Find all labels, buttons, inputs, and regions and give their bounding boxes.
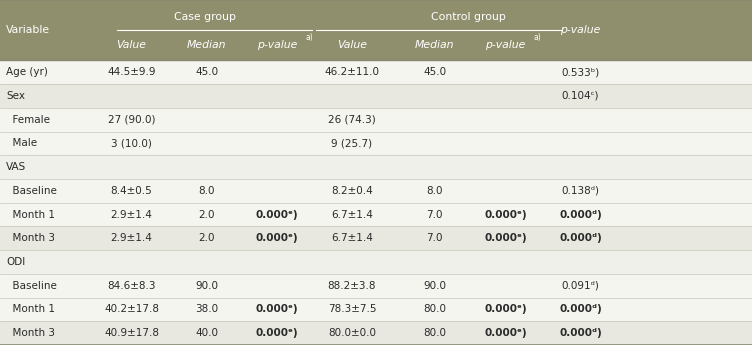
Text: 2.9±1.4: 2.9±1.4: [111, 233, 153, 243]
Text: 0.000ᵈ): 0.000ᵈ): [559, 209, 602, 219]
Text: 2.0: 2.0: [199, 233, 215, 243]
Text: Month 1: Month 1: [6, 304, 55, 314]
Text: 80.0: 80.0: [423, 328, 446, 338]
Text: 0.000ᵈ): 0.000ᵈ): [559, 304, 602, 314]
Text: Month 3: Month 3: [6, 328, 55, 338]
Text: 0.000ᵉ): 0.000ᵉ): [256, 304, 298, 314]
Text: 6.7±1.4: 6.7±1.4: [331, 209, 373, 219]
Text: Month 3: Month 3: [6, 233, 55, 243]
Text: 6.7±1.4: 6.7±1.4: [331, 233, 373, 243]
Text: Case group: Case group: [174, 12, 235, 22]
Bar: [0, 321, 752, 345]
Text: 0.104ᶜ): 0.104ᶜ): [562, 91, 599, 101]
Text: VAS: VAS: [6, 162, 26, 172]
Text: 8.0: 8.0: [199, 186, 215, 196]
Bar: [0, 60, 752, 84]
Text: Baseline: Baseline: [6, 186, 57, 196]
Text: 88.2±3.8: 88.2±3.8: [328, 281, 376, 291]
Text: 8.2±0.4: 8.2±0.4: [331, 186, 373, 196]
Bar: [0, 108, 752, 131]
Text: 27 (90.0): 27 (90.0): [108, 115, 156, 125]
Text: 90.0: 90.0: [196, 281, 218, 291]
Bar: [0, 155, 752, 179]
Text: 0.000ᵉ): 0.000ᵉ): [484, 209, 526, 219]
Text: 2.9±1.4: 2.9±1.4: [111, 209, 153, 219]
Text: 40.0: 40.0: [196, 328, 218, 338]
Bar: [0, 203, 752, 226]
Text: 8.0: 8.0: [426, 186, 443, 196]
Text: 8.4±0.5: 8.4±0.5: [111, 186, 153, 196]
Bar: [0, 84, 752, 108]
Text: 0.000ᵈ): 0.000ᵈ): [559, 328, 602, 338]
Text: ODI: ODI: [6, 257, 26, 267]
Text: 0.000ᵉ): 0.000ᵉ): [256, 209, 298, 219]
Text: 0.000ᵉ): 0.000ᵉ): [484, 328, 526, 338]
Text: Male: Male: [6, 138, 37, 148]
Bar: [0, 226, 752, 250]
Text: 7.0: 7.0: [426, 209, 443, 219]
Text: 7.0: 7.0: [426, 233, 443, 243]
Text: p-value: p-value: [256, 40, 297, 50]
Text: 45.0: 45.0: [196, 67, 218, 77]
Text: Age (yr): Age (yr): [6, 67, 48, 77]
Text: Baseline: Baseline: [6, 281, 57, 291]
Text: 0.000ᵉ): 0.000ᵉ): [484, 304, 526, 314]
Text: Value: Value: [117, 40, 147, 50]
Text: 84.6±8.3: 84.6±8.3: [108, 281, 156, 291]
Text: p-value: p-value: [560, 25, 601, 35]
Text: a): a): [305, 33, 313, 42]
Text: 38.0: 38.0: [196, 304, 218, 314]
Text: 80.0±0.0: 80.0±0.0: [328, 328, 376, 338]
Text: 40.2±17.8: 40.2±17.8: [104, 304, 159, 314]
Text: 26 (74.3): 26 (74.3): [328, 115, 376, 125]
Bar: [0, 179, 752, 203]
Text: Control group: Control group: [431, 12, 506, 22]
Text: 0.091ᵈ): 0.091ᵈ): [562, 281, 599, 291]
Text: Month 1: Month 1: [6, 209, 55, 219]
Text: p-value: p-value: [485, 40, 526, 50]
Bar: [0, 250, 752, 274]
Text: 0.138ᵈ): 0.138ᵈ): [562, 186, 599, 196]
Text: Median: Median: [415, 40, 454, 50]
Bar: [0, 274, 752, 297]
Text: Variable: Variable: [6, 25, 50, 35]
Text: 78.3±7.5: 78.3±7.5: [328, 304, 376, 314]
Text: 3 (10.0): 3 (10.0): [111, 138, 152, 148]
Bar: [0, 131, 752, 155]
Text: 80.0: 80.0: [423, 304, 446, 314]
Text: 0.000ᵉ): 0.000ᵉ): [256, 328, 298, 338]
Text: 9 (25.7): 9 (25.7): [332, 138, 372, 148]
Text: 45.0: 45.0: [423, 67, 446, 77]
Text: 2.0: 2.0: [199, 209, 215, 219]
Text: 0.000ᵈ): 0.000ᵈ): [559, 233, 602, 243]
Text: 0.000ᵉ): 0.000ᵉ): [484, 233, 526, 243]
Text: Median: Median: [187, 40, 226, 50]
Text: 46.2±11.0: 46.2±11.0: [324, 67, 380, 77]
Text: 0.533ᵇ): 0.533ᵇ): [562, 67, 599, 77]
Text: 90.0: 90.0: [423, 281, 446, 291]
Text: Value: Value: [337, 40, 367, 50]
Bar: [0, 0, 752, 60]
Text: 0.000ᵉ): 0.000ᵉ): [256, 233, 298, 243]
Text: 40.9±17.8: 40.9±17.8: [104, 328, 159, 338]
Text: 44.5±9.9: 44.5±9.9: [108, 67, 156, 77]
Text: Sex: Sex: [6, 91, 25, 101]
Text: Female: Female: [6, 115, 50, 125]
Text: a): a): [534, 33, 541, 42]
Bar: [0, 297, 752, 321]
